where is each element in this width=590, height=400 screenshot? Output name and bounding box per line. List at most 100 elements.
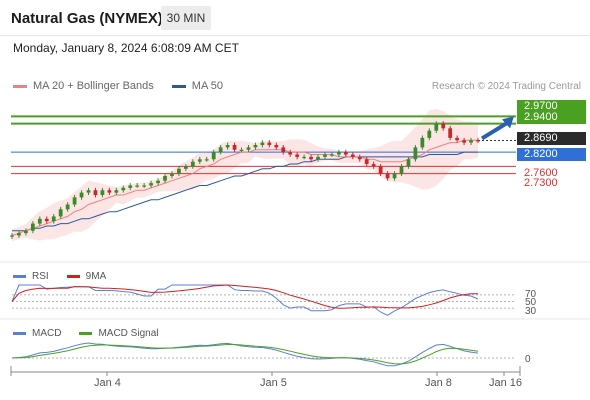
candle-body	[10, 235, 14, 237]
candle-body	[128, 185, 133, 188]
candle-body	[30, 223, 35, 231]
ma50-line	[12, 151, 478, 232]
candle-body	[142, 185, 147, 187]
macd-zero-label: 0	[525, 354, 531, 365]
candle-body	[114, 190, 119, 193]
instrument-title: Natural Gas (NYMEX)	[11, 10, 163, 27]
rsi-swatch	[13, 275, 26, 278]
candle-body	[260, 142, 265, 145]
candle-body	[441, 123, 446, 129]
x-axis-label-jan8: Jan 8	[425, 377, 452, 389]
resistance-1-badge: 2.9400	[517, 111, 586, 124]
candle-body	[204, 159, 209, 161]
candle-body	[253, 145, 258, 148]
candle-body	[385, 173, 390, 179]
pivot-badge: 2.8200	[517, 148, 586, 161]
candle-body	[281, 147, 286, 153]
rsi-line	[11, 284, 479, 316]
candle-body	[406, 159, 411, 167]
candle-body	[183, 166, 188, 169]
x-axis-label-jan16: Jan 16	[489, 377, 523, 389]
candle-body	[72, 197, 77, 205]
candle-body	[246, 147, 251, 150]
candle-body	[65, 204, 70, 210]
candle-body	[364, 159, 369, 165]
candle-body	[79, 192, 84, 198]
macd-signal-swatch	[79, 332, 93, 335]
candle-body	[86, 190, 91, 193]
resistance-2-badge: 2.9700	[517, 100, 586, 113]
macd-signal-line	[11, 344, 479, 365]
candle-body	[350, 154, 355, 157]
x-axis-label-jan4: Jan 4	[94, 377, 121, 389]
candle-body	[323, 154, 327, 157]
candle-body	[392, 173, 397, 179]
last-price-badge: 2.8690	[517, 132, 586, 145]
candle-body	[309, 156, 313, 160]
ma20-line	[11, 139, 478, 236]
chart-datetime: Monday, January 8, 2024 6:08:09 AM CET	[13, 41, 239, 55]
candle-body	[295, 154, 300, 157]
candle-body	[448, 128, 453, 138]
candle-body	[156, 180, 160, 184]
candle-body	[337, 152, 341, 155]
candle-body	[44, 218, 49, 222]
macd-swatch	[13, 332, 26, 335]
rsi-level-30: 30	[525, 306, 537, 317]
candle-body	[170, 173, 174, 176]
legend-ma20-label: MA 20 + Bollinger Bands	[33, 80, 154, 92]
rsi-level-50: 50	[525, 297, 537, 308]
candle-body	[378, 166, 383, 174]
candle-body	[100, 190, 105, 195]
candle-body	[218, 147, 223, 153]
legend-item-ma50: MA 50	[171, 80, 223, 92]
price-legend: MA 20 + Bollinger Bands MA 50	[13, 80, 241, 92]
x-axis-label-jan5: Jan 5	[260, 377, 287, 389]
candle-body	[462, 140, 466, 143]
candle-body	[357, 156, 362, 160]
candle-body	[225, 145, 230, 148]
candle-body	[399, 166, 404, 174]
candle-body	[121, 187, 126, 191]
candle-body	[267, 142, 272, 145]
candle-body	[455, 137, 460, 141]
candle-body	[17, 233, 21, 236]
macd-legend-label: MACD	[32, 328, 62, 339]
projection-arrow-shaft	[480, 120, 510, 141]
projection-arrow-head	[502, 116, 514, 129]
support-2-label: 2.7300	[524, 177, 558, 189]
candle-body	[420, 137, 425, 148]
legend-item-ma20: MA 20 + Bollinger Bands	[13, 80, 154, 92]
candle-body	[239, 149, 244, 151]
candle-body	[371, 164, 376, 167]
candle-body	[427, 130, 432, 138]
ma50-swatch	[171, 84, 186, 88]
candle-body	[149, 183, 153, 186]
ma20-swatch	[13, 84, 27, 88]
macd-legend: MACD MACD Signal	[13, 328, 158, 339]
candle-body	[413, 147, 418, 160]
watermark: Research © 2024 Trading Central	[431, 81, 581, 92]
candle-body	[197, 159, 202, 162]
macd-line	[11, 342, 479, 367]
rsi-level-70: 70	[525, 289, 537, 300]
candle-body	[51, 216, 56, 222]
candle-body	[274, 145, 279, 148]
rsi-ma-line	[11, 284, 479, 309]
candle-body	[469, 140, 473, 143]
candle-body	[330, 154, 334, 156]
candle-body	[211, 152, 216, 160]
rsi-ma-legend-label: 9MA	[85, 271, 107, 282]
candle-body	[190, 161, 195, 167]
candle-body	[232, 145, 237, 150]
candle-body	[37, 218, 42, 224]
candle-body	[177, 168, 181, 174]
timeframe-selector[interactable]: 30 MIN	[161, 6, 211, 30]
candle-body	[476, 140, 480, 142]
candle-body	[24, 230, 28, 234]
legend-ma50-label: MA 50	[191, 80, 223, 92]
chart-header: Natural Gas (NYMEX) 30 MIN	[0, 0, 590, 36]
candle-body	[316, 156, 320, 160]
rsi-ma-swatch	[66, 275, 80, 278]
